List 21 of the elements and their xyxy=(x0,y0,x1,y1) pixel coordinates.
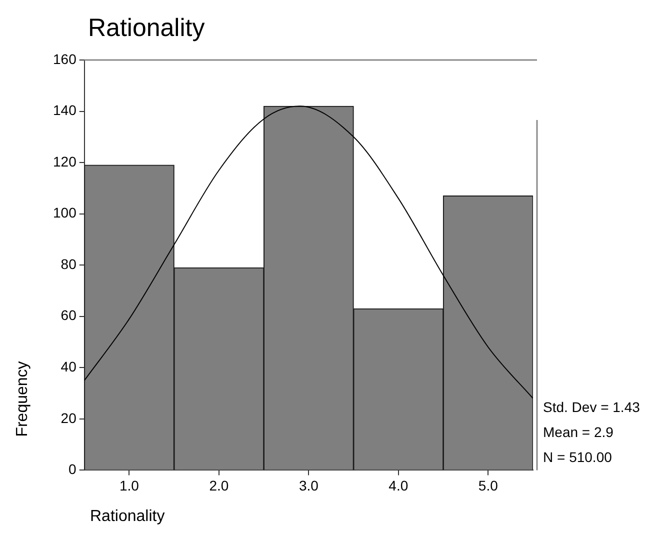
y-tick-label: 60 xyxy=(60,307,77,324)
y-tick-label: 0 xyxy=(68,461,77,478)
x-tick-label: 3.0 xyxy=(298,477,319,494)
y-tick-label: 160 xyxy=(53,50,77,67)
line-series xyxy=(84,106,533,399)
y-tick-label: 140 xyxy=(53,102,77,118)
y-tick-label: 100 xyxy=(53,204,77,221)
y-tick-label: 40 xyxy=(60,358,77,375)
y-axis-title: Frequency xyxy=(14,360,32,439)
y-tick-label: 120 xyxy=(53,153,77,170)
x-tick-label: 5.0 xyxy=(478,477,498,494)
y-tick-label: 20 xyxy=(60,410,77,426)
x-tick-label: 4.0 xyxy=(388,477,408,494)
x-tick-label: 1.0 xyxy=(119,477,140,494)
x-axis-title: Rationality xyxy=(90,508,165,526)
x-tick-label: 2.0 xyxy=(209,477,229,494)
text: Mean = 2.9 xyxy=(543,424,614,440)
chart-title: Rationality xyxy=(88,14,205,43)
text: N = 510.00 xyxy=(543,449,612,466)
y-tick-label: 80 xyxy=(60,256,77,272)
text: Std. Dev = 1.43 xyxy=(543,399,640,416)
